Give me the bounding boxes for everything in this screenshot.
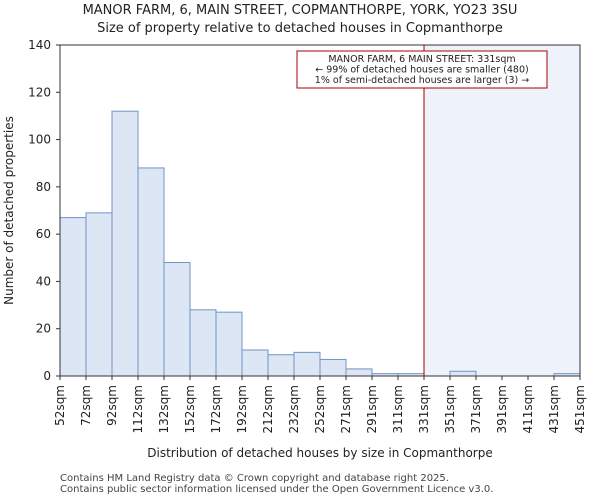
y-tick-label: 20: [36, 322, 51, 336]
bar-72sqm: [85, 212, 113, 377]
x-tick-label: 391sqm: [495, 385, 509, 433]
footer-copyright: Contains HM Land Registry data © Crown c…: [60, 473, 449, 484]
x-tick-label: 112sqm: [131, 385, 145, 433]
bar-52sqm: [59, 217, 87, 377]
x-tick-label: 172sqm: [209, 385, 223, 433]
y-tick-label: 100: [28, 133, 51, 147]
x-tick-label: 232sqm: [287, 385, 301, 433]
x-tick-label: 411sqm: [521, 385, 535, 433]
y-tick-label: 80: [36, 180, 51, 194]
bar-172sqm: [215, 311, 243, 377]
y-tick-label: 60: [36, 227, 51, 241]
bar-232sqm: [293, 351, 321, 377]
x-tick-label: 431sqm: [547, 385, 561, 433]
chart-title: MANOR FARM, 6, MAIN STREET, COPMANTHORPE…: [82, 3, 518, 18]
y-axis-label: Number of detached properties: [2, 116, 16, 305]
y-tick-label: 140: [28, 38, 51, 52]
bar-252sqm: [319, 358, 347, 377]
x-tick-label: 291sqm: [365, 385, 379, 433]
footer-licence: Contains public sector information licen…: [60, 484, 494, 495]
x-tick-label: 271sqm: [339, 385, 353, 433]
bar-112sqm: [137, 167, 165, 377]
bar-192sqm: [241, 349, 269, 377]
x-tick-label: 192sqm: [235, 385, 249, 433]
annotation-box: [296, 50, 548, 89]
bar-chart: 0 20 40 60 80 100 120 140 52sqm 72sqm 92sqm 112sqm 1…: [2, 38, 587, 460]
bar-212sqm: [267, 354, 295, 377]
chart-subtitle: Size of property relative to detached ho…: [97, 21, 503, 36]
bar-132sqm: [163, 262, 191, 377]
highlight-region: [424, 45, 580, 376]
x-tick-label: 331sqm: [417, 385, 431, 433]
y-tick-label: 120: [28, 85, 51, 99]
annotation-line: 1% of semi-detached houses are larger (3…: [315, 75, 529, 86]
annotation-line: MANOR FARM, 6 MAIN STREET: 331sqm: [328, 54, 515, 65]
y-tick-label: 40: [36, 274, 51, 288]
x-tick-label: 311sqm: [391, 385, 405, 433]
y-tick-label: 0: [43, 369, 51, 383]
bar-271sqm: [345, 368, 373, 377]
annotation-line: ← 99% of detached houses are smaller (48…: [315, 65, 528, 76]
x-tick-label: 152sqm: [183, 385, 197, 433]
bar-351sqm: [449, 370, 477, 377]
x-tick-label: 371sqm: [469, 385, 483, 433]
bar-92sqm: [111, 110, 139, 377]
x-tick-label: 351sqm: [443, 385, 457, 433]
x-tick-label: 252sqm: [313, 385, 327, 433]
x-tick-label: 212sqm: [261, 385, 275, 433]
x-tick-label: 52sqm: [53, 385, 67, 426]
x-tick-label: 72sqm: [79, 385, 93, 426]
x-tick-label: 451sqm: [573, 385, 587, 433]
x-tick-label: 132sqm: [157, 385, 171, 433]
bar-152sqm: [189, 309, 217, 377]
x-tick-label: 92sqm: [105, 385, 119, 426]
x-axis-label: Distribution of detached houses by size …: [147, 446, 492, 460]
